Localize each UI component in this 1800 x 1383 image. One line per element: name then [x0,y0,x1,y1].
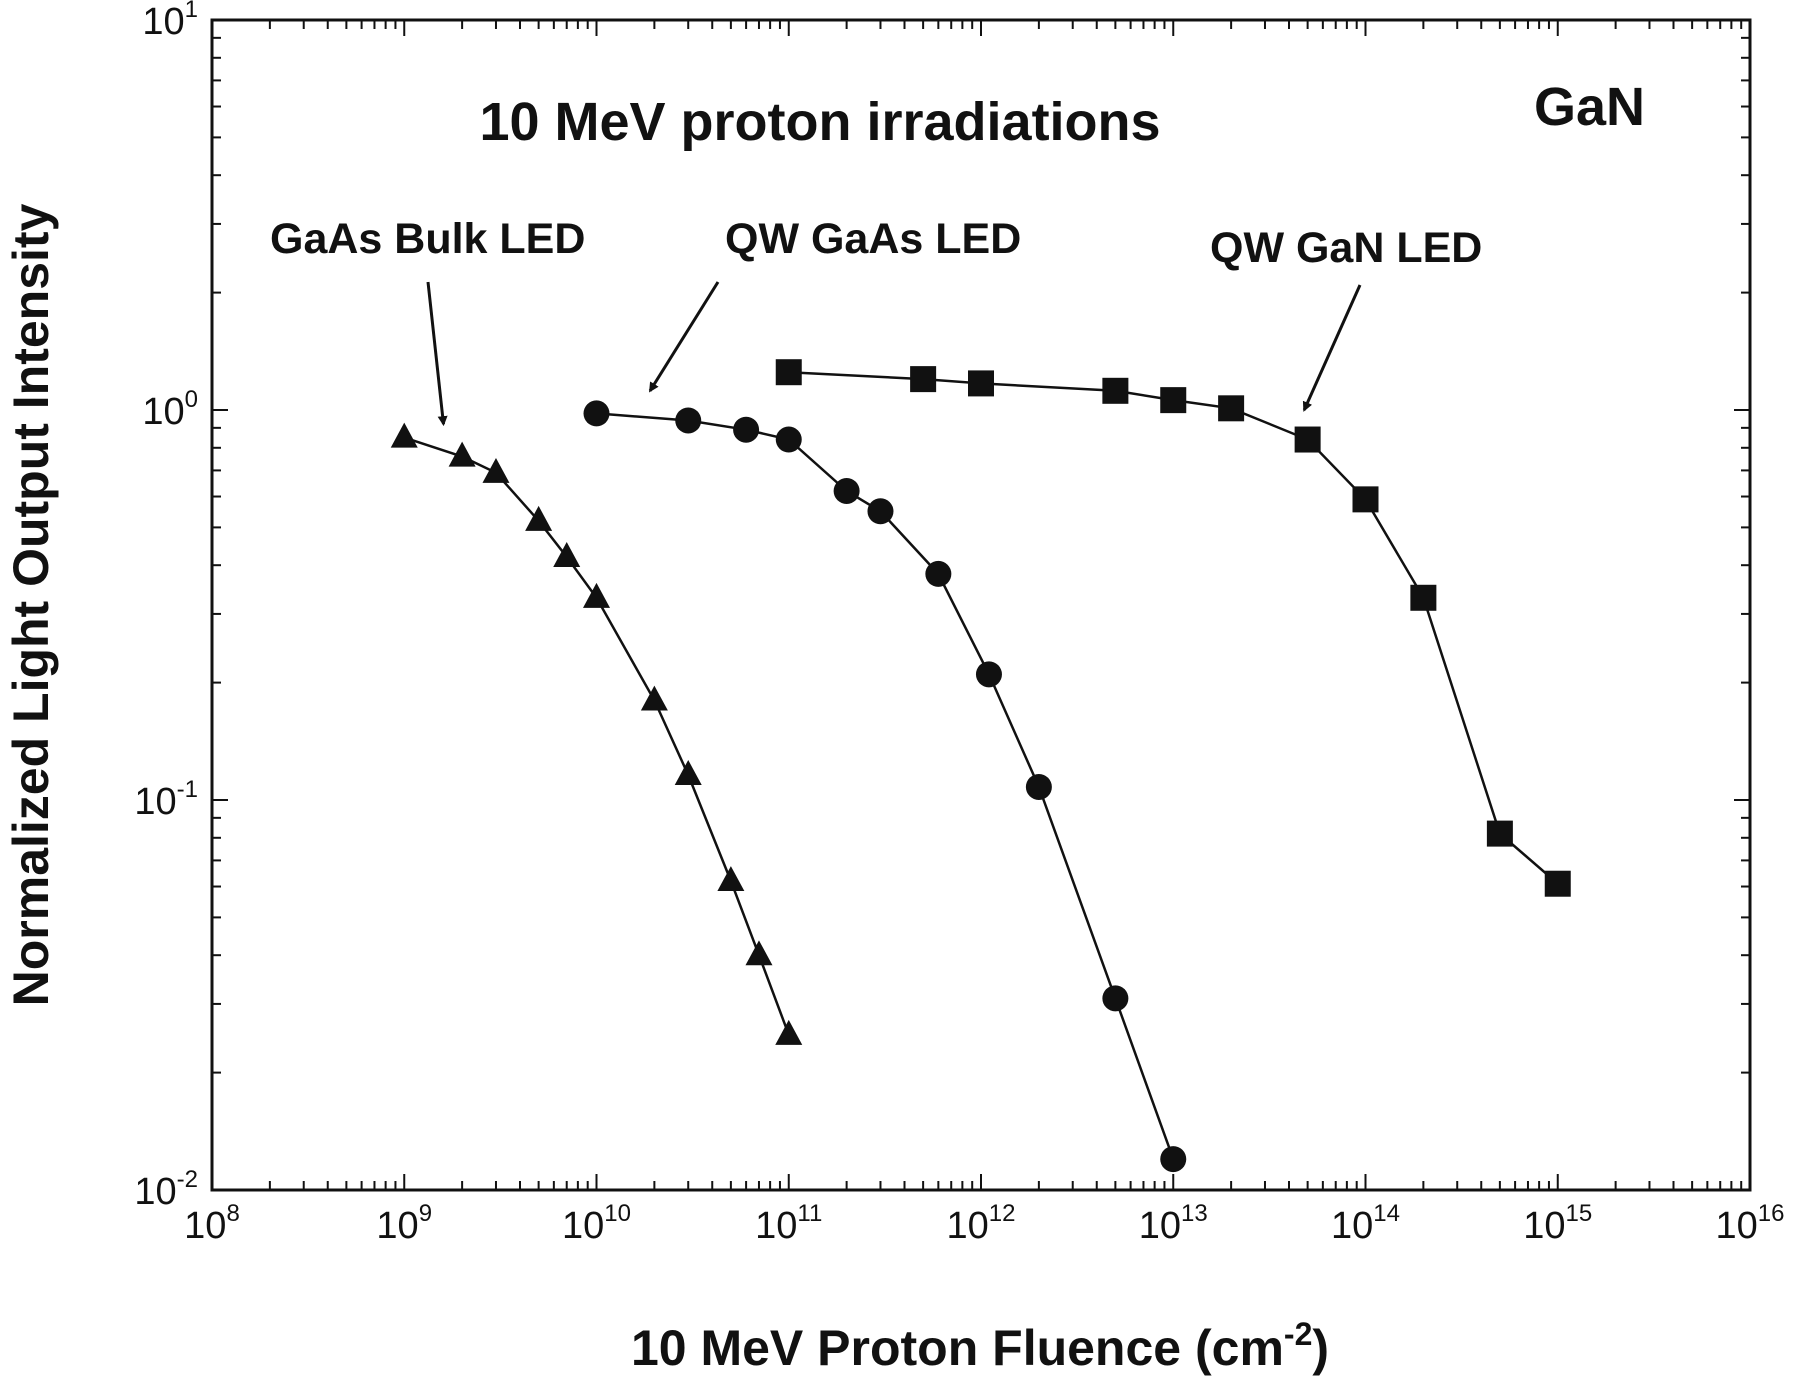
data-point-qw-gaas-led [1102,985,1129,1012]
corner-label: GaN [1534,77,1645,137]
annotation-arrow [648,281,720,393]
x-tick-exp: 14 [1373,1200,1400,1227]
x-tick-label: 1014 [1331,1200,1400,1247]
y-tick-exp: 1 [185,0,198,23]
x-axis-title-close: ) [1312,1320,1329,1376]
data-point-gaas-bulk-led [390,422,418,448]
series-line-qw-gaas-led [596,412,1175,1160]
data-point-gaas-bulk-led [448,441,476,467]
y-tick-label: 100 [142,386,198,433]
data-point-gaas-bulk-led [674,759,702,785]
series-line-qw-gan-led [788,370,1559,885]
x-tick-base: 10 [755,1205,797,1247]
x-tick-base: 10 [1716,1205,1758,1247]
data-point-qw-gan-led [968,370,994,397]
y-tick-exp: -2 [177,1166,198,1193]
data-point-qw-gan-led [1544,870,1571,897]
annotation-arrow [426,281,448,427]
x-tick-exp: 9 [419,1200,432,1227]
x-tick-base: 10 [1523,1205,1565,1247]
data-point-qw-gan-led [910,366,937,393]
x-tick-label: 1011 [755,1200,822,1247]
data-point-qw-gaas-led [583,400,610,427]
data-point-gaas-bulk-led [775,1019,803,1045]
annotation-arrow [1302,284,1362,412]
x-tick-label: 108 [184,1200,240,1247]
axis-ticks [211,19,1751,1191]
data-point-gaas-bulk-led [583,582,610,608]
data-point-qw-gan-led [1102,377,1129,404]
data-point-gaas-bulk-led [525,505,553,531]
data-point-qw-gaas-led [675,407,702,434]
data-point-qw-gaas-led [733,416,760,443]
series-qw-gaas-led [583,400,1187,1173]
data-point-qw-gan-led [1486,820,1513,847]
data-point-qw-gaas-led [1160,1146,1187,1173]
x-tick-label: 1013 [1139,1200,1208,1247]
y-tick-base: 10 [134,781,176,823]
y-tick-exp: -1 [177,776,198,803]
plot-frame [210,18,1752,1192]
x-tick-exp: 10 [604,1200,631,1227]
data-point-gaas-bulk-led [717,866,745,892]
y-tick-base: 10 [134,1171,176,1213]
y-tick-label: 10-1 [134,776,198,823]
x-tick-base: 10 [184,1205,226,1247]
y-tick-exp: 0 [185,386,198,413]
x-tick-label: 1010 [562,1200,631,1247]
y-tick-label: 10-2 [134,1166,198,1213]
data-point-qw-gan-led [1218,395,1245,422]
data-point-qw-gan-led [1294,426,1321,453]
series-line-gaas-bulk-led [403,436,790,1036]
data-point-qw-gan-led [1352,486,1379,513]
data-point-qw-gaas-led [833,477,860,504]
x-tick-base: 10 [562,1205,604,1247]
x-tick-label: 1012 [947,1200,1016,1247]
annotation-label: QW GaN LED [1210,224,1482,272]
y-tick-base: 10 [142,1,184,43]
series-gaas-bulk-led [390,422,803,1045]
data-point-qw-gaas-led [1025,773,1052,800]
x-tick-label: 1016 [1716,1200,1785,1247]
annotation-label: GaAs Bulk LED [270,215,585,263]
x-tick-exp: 8 [226,1200,239,1227]
data-point-qw-gan-led [775,359,802,386]
x-tick-exp: 11 [797,1200,822,1227]
chart-title: 10 MeV proton irradiations [479,92,1160,152]
data-point-gaas-bulk-led [482,457,510,483]
x-axis-title-sup: -2 [1284,1316,1312,1352]
x-tick-exp: 15 [1566,1200,1593,1227]
x-axis-title-main: 10 MeV Proton Fluence (cm [631,1320,1284,1376]
x-tick-base: 10 [376,1205,418,1247]
x-tick-base: 10 [947,1205,989,1247]
x-tick-base: 10 [1331,1205,1373,1247]
y-tick-label: 101 [142,0,198,43]
data-point-gaas-bulk-led [640,685,668,711]
x-tick-exp: 13 [1181,1200,1208,1227]
data-point-gaas-bulk-led [745,940,773,966]
x-tick-base: 10 [1139,1205,1181,1247]
x-tick-label: 109 [376,1200,432,1247]
data-point-qw-gaas-led [925,560,952,587]
data-point-qw-gan-led [1160,387,1187,414]
y-tick-base: 10 [142,391,184,433]
annotations: GaAs Bulk LED QW GaAs LED QW GaN LED [270,215,1482,427]
x-tick-exp: 16 [1758,1200,1785,1227]
data-point-qw-gaas-led [975,661,1002,688]
y-axis-title: Normalized Light Output Intensity [3,203,59,1006]
series-layer [390,359,1571,1173]
x-axis-title: 10 MeV Proton Fluence (cm-2) [631,1316,1329,1376]
annotation-label: QW GaAs LED [725,215,1021,263]
x-tick-exp: 12 [989,1200,1016,1227]
x-tick-label: 1015 [1523,1200,1592,1247]
series-qw-gan-led [775,359,1571,897]
data-point-qw-gan-led [1410,584,1437,611]
data-point-qw-gaas-led [775,426,802,453]
data-point-qw-gaas-led [867,498,894,525]
data-point-gaas-bulk-led [553,542,581,568]
